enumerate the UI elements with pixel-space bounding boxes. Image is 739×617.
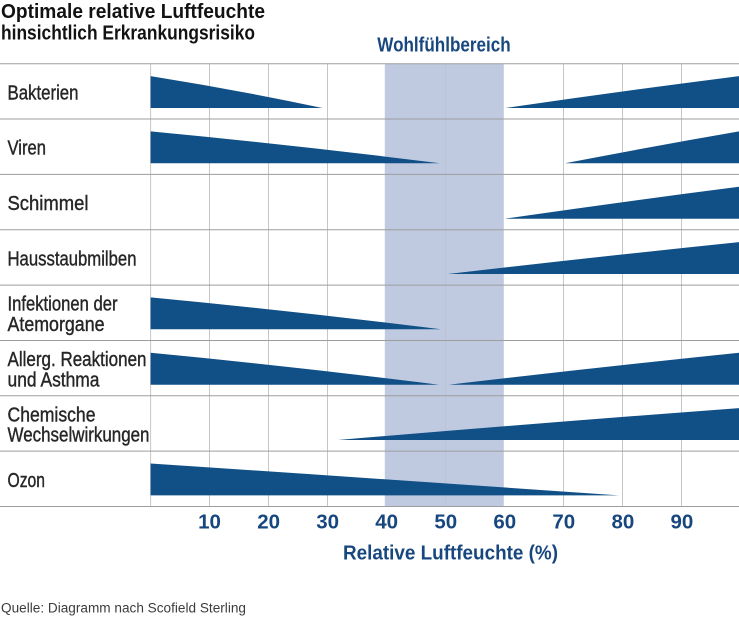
svg-text:30: 30 [316, 511, 339, 534]
svg-text:70: 70 [552, 511, 575, 534]
svg-text:Wechselwirkungen: Wechselwirkungen [8, 424, 150, 447]
svg-text:80: 80 [611, 511, 634, 534]
svg-text:Optimale relative Luftfeuchte: Optimale relative Luftfeuchte [1, 0, 265, 23]
svg-text:und Asthma: und Asthma [8, 368, 101, 391]
svg-text:hinsichtlich Erkrankungsrisiko: hinsichtlich Erkrankungsrisiko [1, 21, 255, 44]
svg-text:Allerg. Reaktionen: Allerg. Reaktionen [8, 348, 147, 371]
svg-text:Schimmel: Schimmel [8, 192, 89, 215]
svg-text:Quelle: Diagramm nach Scofield: Quelle: Diagramm nach Scofield Sterling [1, 601, 246, 616]
svg-text:Chemische: Chemische [8, 403, 96, 426]
svg-text:90: 90 [670, 511, 693, 534]
svg-text:Viren: Viren [8, 137, 47, 160]
svg-text:Ozon: Ozon [8, 469, 46, 492]
svg-text:Wohlfühlbereich: Wohlfühlbereich [377, 33, 511, 56]
svg-text:Hausstaubmilben: Hausstaubmilben [8, 247, 137, 270]
svg-text:50: 50 [434, 511, 457, 534]
svg-text:Atemorgane: Atemorgane [8, 313, 105, 336]
svg-text:Bakterien: Bakterien [8, 81, 79, 104]
svg-text:20: 20 [257, 511, 280, 534]
svg-text:40: 40 [375, 511, 398, 534]
svg-text:10: 10 [198, 511, 221, 534]
svg-text:Relative Luftfeuchte (%): Relative Luftfeuchte (%) [343, 543, 558, 565]
svg-text:60: 60 [493, 511, 516, 534]
svg-text:Infektionen der: Infektionen der [8, 293, 118, 316]
